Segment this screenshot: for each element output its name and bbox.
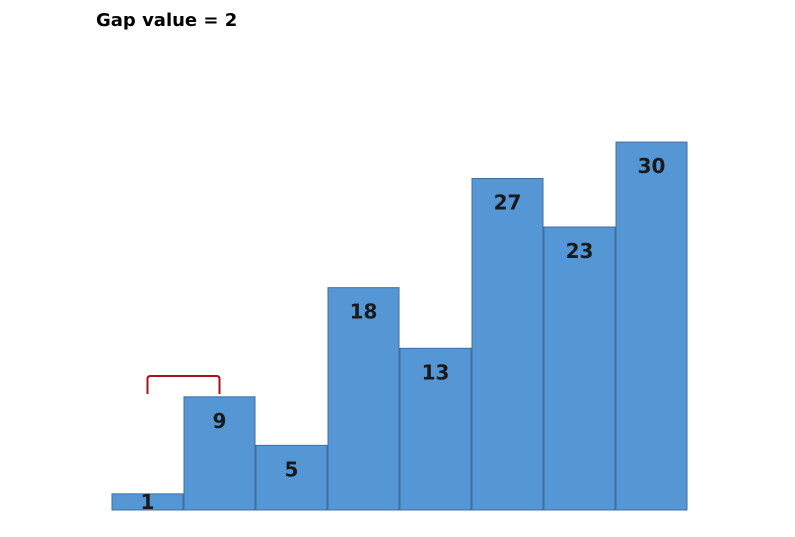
- bar-label-2: 5: [285, 457, 299, 481]
- bar-label-3: 18: [350, 300, 378, 324]
- bar-label-1: 9: [213, 409, 227, 433]
- bar-7: [615, 141, 688, 511]
- bar-label-6: 23: [566, 239, 594, 263]
- bar-6: [543, 226, 616, 511]
- bar-label-5: 27: [494, 190, 522, 214]
- bar-3: [327, 287, 400, 511]
- bar-5: [471, 177, 544, 511]
- bar-0: [111, 493, 184, 511]
- bar-1: [183, 396, 256, 511]
- comparison-bracket: [146, 375, 221, 394]
- bar-label-7: 30: [638, 154, 666, 178]
- bar-4: [399, 347, 472, 511]
- bar-2: [255, 444, 328, 511]
- bar-label-4: 13: [422, 360, 450, 384]
- bar-label-0: 1: [141, 490, 155, 514]
- gap-value-title: Gap value = 2: [96, 10, 238, 31]
